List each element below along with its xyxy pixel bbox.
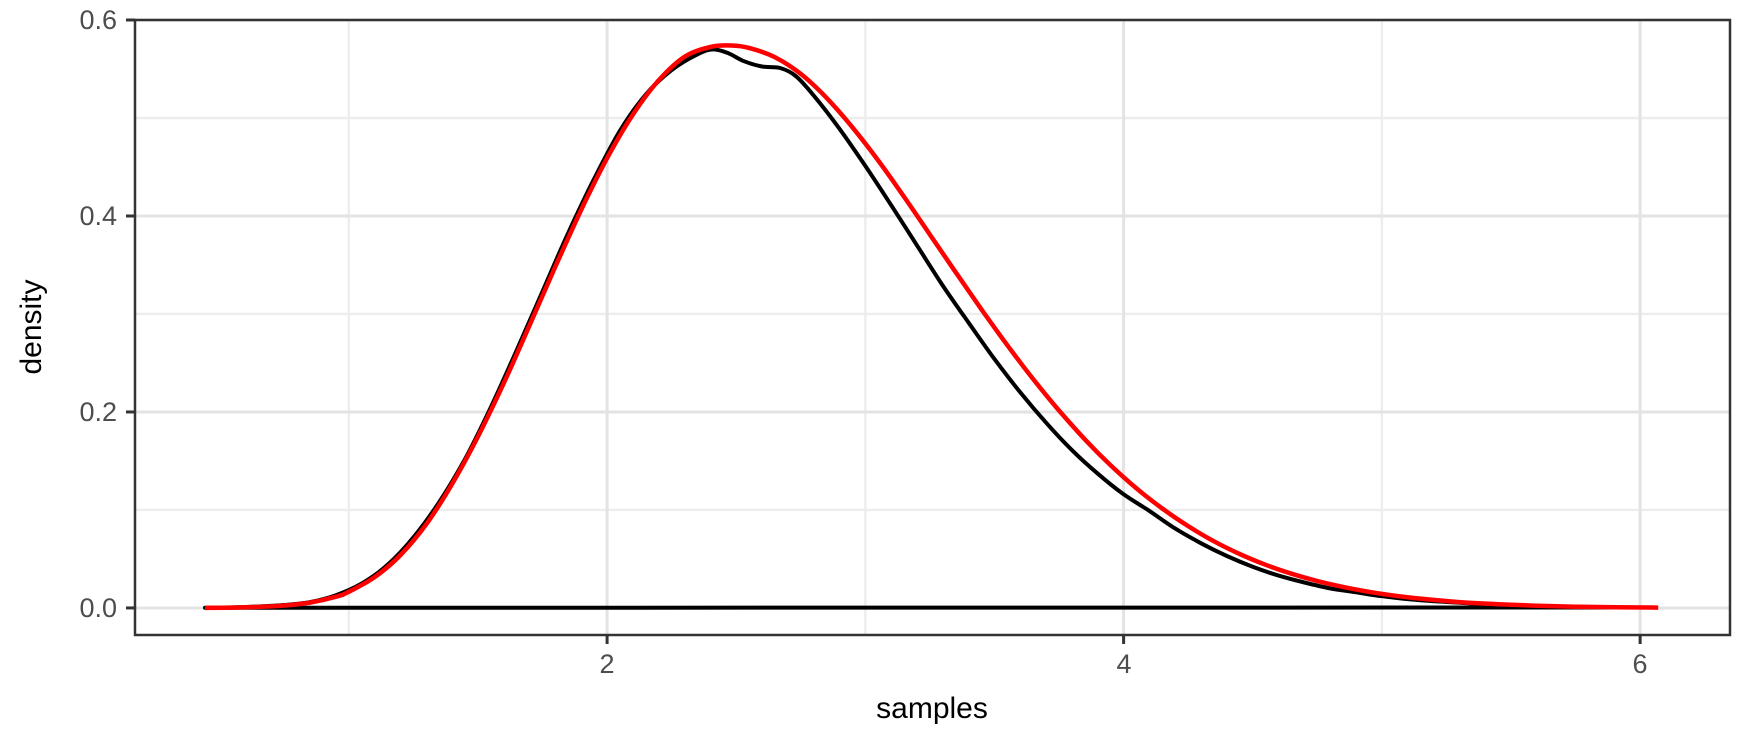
panel-border [133, 18, 1732, 637]
x-tick-label-6: 6 [1632, 649, 1648, 679]
y-axis-title: density [15, 279, 48, 375]
x-tick-label-2: 2 [599, 649, 615, 679]
y-tick-label-0.4: 0.4 [79, 201, 117, 231]
y-tick-label-0.0: 0.0 [79, 593, 117, 623]
y-tick-label-0.2: 0.2 [79, 397, 117, 427]
sample-kde-density-curve [203, 47, 1630, 610]
theoretical-density-curve [204, 43, 1659, 611]
y-tick-label-0.6: 0.6 [79, 5, 117, 35]
x-tick-label-4: 4 [1116, 649, 1132, 679]
x-axis-title: samples [876, 692, 988, 725]
